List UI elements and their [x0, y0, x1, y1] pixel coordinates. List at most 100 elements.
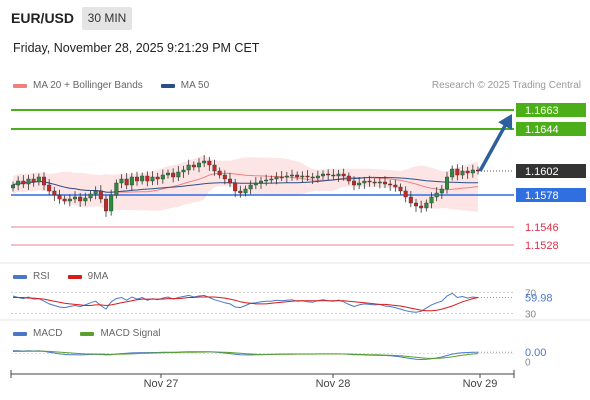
candle-body [72, 196, 77, 200]
candle-body [67, 198, 72, 202]
candle-body [227, 178, 232, 184]
candle-body [279, 176, 284, 179]
candle-body [160, 174, 165, 180]
candle-body [434, 192, 439, 198]
candle-body [42, 176, 47, 186]
candle-body [202, 160, 207, 164]
forecast-arrow-head [498, 114, 513, 131]
macd-panel: 00.00 [11, 347, 546, 369]
price-label-support-4: 1.1546 [525, 222, 559, 234]
candle-body [372, 181, 377, 184]
candle-body [98, 190, 103, 200]
candle-body [134, 176, 139, 182]
candle-body [57, 194, 62, 200]
candle-body [450, 168, 455, 178]
candle-body [331, 174, 336, 177]
candle-body [10, 184, 15, 189]
macd-series-macd [13, 350, 478, 361]
candle-body [222, 174, 227, 180]
candle-body [165, 172, 170, 176]
rsi-tick-label-0: 70 [525, 288, 537, 299]
candle-body [62, 198, 67, 202]
candle-body [352, 180, 357, 186]
candle-body [145, 175, 150, 182]
candle-body [326, 173, 331, 176]
candle-body [248, 184, 253, 190]
candle-body [460, 170, 465, 176]
candle-body [150, 176, 155, 182]
candle-body [103, 198, 108, 212]
candle-body [429, 196, 434, 204]
legend-label-ma50: MA 50 [180, 80, 210, 91]
candle-body [290, 174, 295, 177]
symbol-title: EUR/USD [11, 10, 75, 26]
candle-body [26, 178, 31, 185]
candle-body [341, 173, 346, 177]
candle-body [253, 182, 258, 186]
copyright-label: Research © 2025 Trading Central [431, 80, 581, 91]
candle-body [93, 190, 98, 195]
candle-body [176, 171, 181, 178]
timeframe-badge[interactable]: 30 MIN [82, 7, 132, 30]
candle-body [124, 178, 129, 186]
legend-item-macd: MACD [13, 328, 62, 339]
legend-item-macd-signal: MACD Signal [80, 328, 160, 339]
price-label-resistance-0: 1.1663 [525, 105, 559, 117]
candle-body [455, 168, 460, 176]
candle-body [367, 180, 372, 183]
candle-body [295, 174, 300, 178]
legend-label-ma20: MA 20 + Bollinger Bands [33, 80, 143, 91]
rsi-panel: 70 30 59.98 [11, 288, 553, 320]
candle-body [321, 173, 326, 177]
candle-body [284, 175, 289, 178]
legend-item-ma20-bollinger: MA 20 + Bollinger Bands [13, 80, 143, 91]
candle-body [264, 179, 269, 182]
candle-body [181, 169, 186, 173]
forecast-arrow-shaft [478, 123, 508, 172]
rsi-legend: RSI 9MA [13, 271, 126, 282]
price-label-current: 1.1602 [525, 166, 559, 178]
legend-item-rsi: RSI [13, 271, 50, 282]
candle-body [408, 196, 413, 204]
rsi-tick-label-1: 30 [525, 309, 537, 320]
legend-item-ma50: MA 50 [160, 80, 210, 91]
macd-tick-label-0: 0 [525, 358, 531, 369]
candle-body [300, 175, 305, 178]
candle-body [445, 176, 450, 190]
candle-body [114, 182, 119, 196]
price-tag-current [516, 164, 586, 178]
candle-body [310, 176, 315, 179]
rsi-series-9ma [13, 296, 479, 312]
time-tick-label-2: Nov 29 [463, 378, 498, 390]
candle-body [465, 170, 470, 174]
candle-body [243, 188, 248, 194]
candle-body [398, 186, 403, 192]
time-tick-label-1: Nov 28 [316, 378, 351, 390]
rsi-current-value: 59.98 [525, 293, 553, 305]
candle-body [403, 190, 408, 198]
candle-body [419, 205, 424, 209]
candle-body [233, 182, 238, 192]
price-tag-pivot-3 [516, 188, 586, 202]
candle-body [346, 175, 351, 182]
candle-body [238, 190, 243, 194]
legend-swatch-macd-signal [80, 331, 95, 336]
price-label-resistance-1: 1.1644 [525, 124, 559, 136]
candle-body [109, 194, 114, 212]
candle-body [47, 184, 52, 192]
candle-body [305, 175, 310, 178]
candle-body [78, 196, 83, 202]
candle-body [377, 181, 382, 184]
candle-body [424, 202, 429, 209]
candle-body [336, 173, 341, 177]
candle-body [186, 164, 191, 171]
rsi-series-rsi [12, 292, 479, 313]
candle-body [439, 188, 444, 194]
candle-body [357, 182, 362, 186]
candle-body [269, 178, 274, 181]
datetime-label: Friday, November 28, 2025 9:21:29 PM CET [13, 41, 260, 55]
legend-swatch-rsi [13, 274, 27, 279]
price-tag-resistance-0 [516, 103, 586, 117]
candle-body [362, 180, 367, 184]
